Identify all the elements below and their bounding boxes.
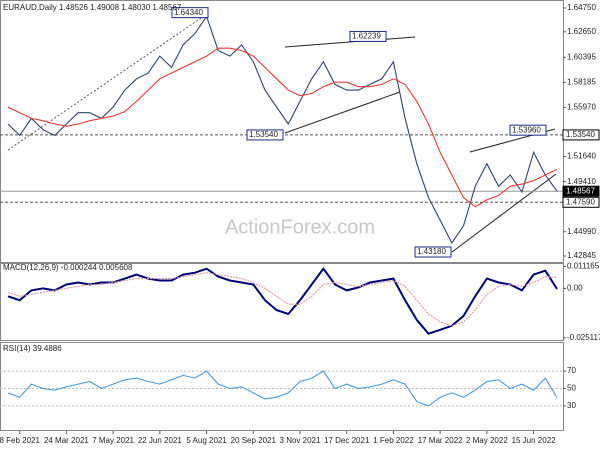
y-tick-label: 1.55970: [567, 103, 596, 112]
x-tick-label: 24 Mar 2021: [44, 436, 89, 445]
annotation-box: [414, 246, 452, 258]
level-box: [562, 196, 600, 208]
x-tick-label: 7 May 2021: [92, 436, 134, 445]
series-line: [7, 267, 558, 335]
annotation-label: 1.64340: [174, 8, 203, 17]
y-tick-label: 0.011165: [567, 262, 600, 271]
panel-title: MACD(12,26,9) -0.000244 0.005608: [3, 263, 133, 272]
series-line: [7, 15, 558, 244]
x-tick-label: 15 Jun 2022: [512, 436, 557, 445]
level-label: 1.48567: [566, 186, 595, 195]
annotation-box: [349, 30, 387, 42]
trend-line: [284, 36, 416, 48]
series-line: [7, 272, 558, 327]
x-tick-label: 5 Aug 2021: [186, 436, 227, 445]
trend-line: [7, 13, 208, 151]
series-line: [7, 370, 558, 407]
y-tick-label: 70: [567, 366, 576, 375]
macd-frame: [0, 263, 564, 341]
y-tick-label: 0.00: [567, 284, 583, 293]
annotation-box: [509, 124, 547, 136]
y-tick-label: 1.51640: [567, 152, 596, 161]
y-tick-label: 1.58185: [567, 77, 596, 86]
y-tick-label: 1.42845: [567, 251, 596, 260]
level-box: [562, 129, 600, 141]
x-tick-label: 17 Mar 2022: [418, 436, 463, 445]
annotation-box: [246, 129, 284, 141]
x-tick-label: 3 Nov 2021: [280, 436, 321, 445]
annotation-label: 1.53540: [249, 130, 278, 139]
y-tick-label: 1.49410: [567, 177, 596, 186]
x-tick-label: 2 May 2022: [466, 436, 508, 445]
y-tick-label: 1.64750: [567, 3, 596, 12]
trend-line: [284, 91, 401, 134]
x-tick-label: 1 Feb 2022: [373, 436, 414, 445]
y-tick-label: 50: [567, 384, 576, 393]
x-tick-label: 17 Dec 2021: [324, 436, 370, 445]
level-label: 1.47590: [566, 197, 595, 206]
annotation-label: 1.53960: [512, 125, 541, 134]
watermark: ActionForex.com: [225, 216, 375, 238]
annotation-box: [171, 7, 209, 19]
y-tick-label: 1.60395: [567, 52, 596, 61]
y-tick-label: 1.44990: [567, 227, 596, 236]
x-tick-label: 20 Sep 2021: [231, 436, 277, 445]
y-tick-label: 1.62650: [567, 27, 596, 36]
y-tick-label: 30: [567, 401, 576, 410]
level-label: 1.53540: [566, 130, 595, 139]
trend-line: [451, 173, 557, 253]
x-tick-label: 8 Feb 2021: [0, 436, 40, 445]
rsi-frame: [0, 342, 564, 431]
x-tick-label: 22 Jun 2021: [138, 436, 183, 445]
level-box: [562, 185, 600, 197]
y-tick-label: -0.025117: [567, 333, 600, 342]
annotation-label: 1.62239: [352, 32, 381, 41]
panel-title: RSI(14) 39.4886: [3, 344, 62, 353]
series-line: [7, 47, 558, 208]
panel-title: EURAUD,Daily 1.48526 1.49008 1.48030 1.4…: [3, 3, 182, 12]
annotation-label: 1.43180: [417, 247, 446, 256]
